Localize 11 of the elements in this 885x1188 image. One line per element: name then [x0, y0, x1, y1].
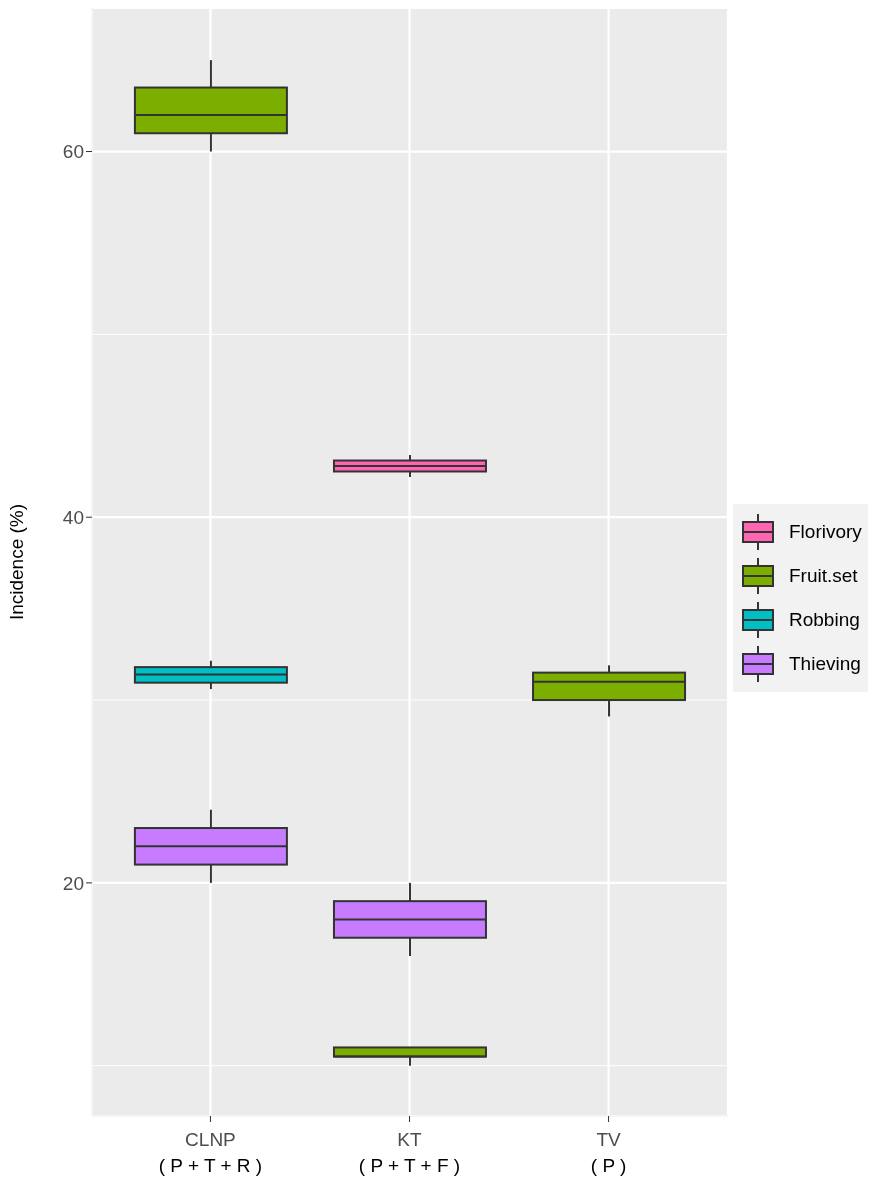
x-tick-label: TV ( P ) [590, 1129, 627, 1176]
legend-label: Fruit.set [789, 565, 858, 587]
y-axis-title: Incidence (%) [5, 503, 27, 621]
legend-label: Robbing [789, 609, 860, 631]
y-tick-label: 60 [62, 141, 84, 163]
legend-label: Florivory [789, 521, 862, 543]
y-tick-label: 40 [62, 506, 84, 528]
y-tick-label: 20 [62, 872, 84, 894]
legend-label: Thieving [789, 653, 861, 675]
x-tick-label: KT ( P + T + F ) [358, 1129, 461, 1176]
x-tick-label: CLNP ( P + T + R ) [158, 1129, 263, 1176]
